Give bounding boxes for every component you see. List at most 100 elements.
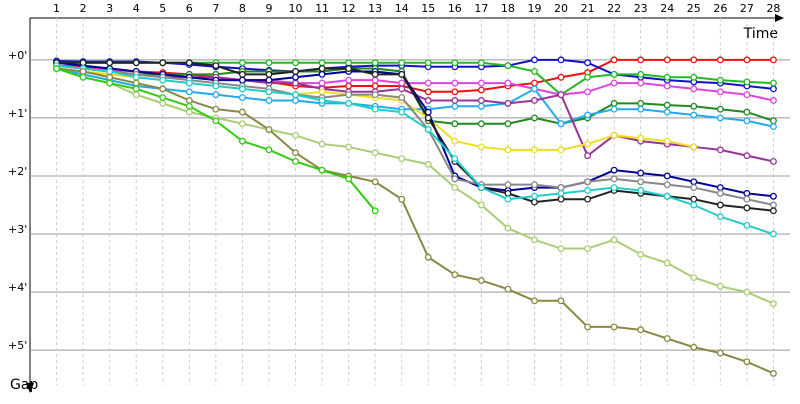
data-point — [451, 120, 459, 128]
data-point — [345, 175, 353, 183]
data-point — [345, 59, 353, 67]
data-point — [398, 155, 406, 162]
data-point — [743, 56, 751, 64]
data-point — [584, 323, 592, 331]
x-tick-label: 24 — [660, 2, 674, 15]
data-point — [106, 73, 114, 81]
data-point — [637, 105, 645, 113]
data-point — [132, 85, 140, 93]
data-point — [238, 108, 246, 116]
data-point — [716, 105, 724, 113]
y-axis-title: Gap — [10, 377, 38, 393]
data-point — [690, 178, 698, 186]
data-point — [132, 59, 140, 67]
data-point — [637, 169, 645, 177]
data-point — [79, 68, 87, 75]
x-tick-label: 10 — [289, 2, 303, 15]
x-axis-title: Time — [743, 26, 778, 42]
data-point — [159, 76, 167, 84]
data-point — [690, 102, 698, 110]
data-point — [477, 59, 485, 67]
data-point — [743, 78, 751, 86]
data-point — [504, 99, 512, 107]
data-point — [690, 195, 698, 203]
data-point — [584, 59, 592, 67]
x-tick-label: 7 — [212, 2, 219, 15]
data-point — [159, 94, 167, 102]
data-point — [716, 114, 724, 122]
data-point — [185, 102, 193, 110]
data-point — [477, 201, 485, 209]
data-point — [663, 137, 671, 145]
x-tick-label: 9 — [265, 2, 272, 15]
data-point — [637, 99, 645, 107]
data-point — [292, 91, 299, 99]
data-point — [610, 175, 618, 183]
data-point — [716, 349, 724, 357]
data-point — [292, 79, 299, 87]
data-point — [318, 65, 326, 72]
data-point — [451, 155, 459, 162]
data-point — [424, 114, 432, 122]
data-point — [451, 137, 459, 145]
data-point — [663, 82, 671, 90]
data-point — [318, 70, 326, 78]
data-point — [637, 326, 645, 334]
data-point — [504, 120, 512, 128]
data-point — [557, 56, 565, 64]
data-point — [504, 285, 512, 293]
data-point — [531, 181, 538, 189]
x-tick-label: 11 — [315, 2, 329, 15]
data-point — [477, 184, 485, 192]
data-point — [531, 56, 538, 64]
data-point — [345, 76, 353, 84]
data-point — [451, 102, 459, 110]
x-tick-label: 22 — [607, 2, 621, 15]
data-point — [610, 323, 618, 331]
data-point — [743, 221, 751, 229]
x-tick-label: 15 — [421, 2, 435, 15]
data-point — [743, 108, 751, 116]
series-line — [56, 61, 774, 212]
data-point — [398, 59, 406, 67]
data-point — [531, 192, 538, 200]
data-point — [265, 126, 273, 133]
data-point — [637, 70, 645, 78]
x-tick-label: 2 — [80, 2, 87, 15]
data-point — [663, 108, 671, 116]
data-point — [637, 250, 645, 258]
data-point — [769, 79, 777, 87]
data-point — [318, 88, 326, 96]
y-tick-label: +3' — [8, 223, 27, 236]
data-point — [212, 105, 220, 113]
data-point — [292, 158, 299, 165]
data-point — [451, 271, 459, 279]
x-tick-label: 1 — [53, 2, 60, 15]
data-point — [424, 253, 432, 261]
data-point — [212, 91, 220, 99]
data-point — [371, 207, 379, 215]
data-point — [637, 187, 645, 194]
data-point — [637, 134, 645, 142]
data-point — [424, 59, 432, 67]
data-point — [557, 297, 565, 305]
data-point — [451, 88, 459, 96]
data-point — [185, 59, 193, 67]
data-point — [663, 73, 671, 81]
data-point — [584, 111, 592, 119]
data-point — [531, 236, 538, 244]
data-point — [451, 59, 459, 67]
data-point — [663, 56, 671, 64]
y-tick-label: +0' — [8, 49, 27, 62]
data-point — [477, 97, 485, 104]
data-point — [398, 70, 406, 78]
series-line — [56, 61, 774, 198]
data-point — [584, 88, 592, 96]
data-point — [504, 189, 512, 197]
data-point — [690, 274, 698, 282]
data-point — [690, 73, 698, 81]
data-point — [531, 297, 538, 305]
data-point — [504, 195, 512, 203]
data-point — [345, 82, 353, 90]
data-point — [557, 245, 565, 252]
